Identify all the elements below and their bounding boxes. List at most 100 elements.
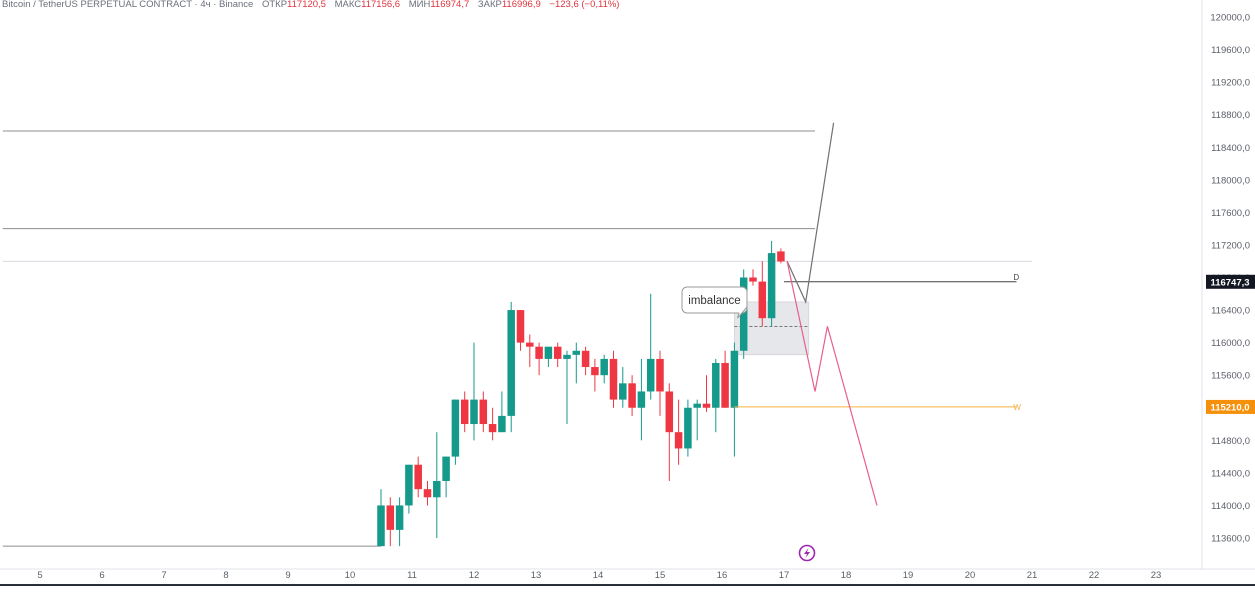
x-tick-label: 11	[407, 570, 417, 581]
x-tick-label: 14	[593, 570, 604, 581]
high-value: 117156,6	[361, 0, 401, 10]
candle-body-down[interactable]	[665, 391, 674, 433]
candle-body-down[interactable]	[553, 346, 562, 359]
y-tick-label: 113600,0	[1211, 534, 1250, 545]
low-label: МИН	[408, 0, 431, 10]
y-tick-label: 114800,0	[1211, 436, 1250, 447]
y-tick-label: 116000,0	[1211, 338, 1250, 349]
y-tick-label: 118800,0	[1211, 110, 1250, 121]
x-tick-label: 20	[965, 570, 976, 581]
open-label: ОТКР	[261, 0, 288, 10]
chart-header: Bitcoin / TetherUS PERPETUAL CONTRACT · …	[2, 0, 619, 10]
candle-body-down[interactable]	[414, 464, 422, 490]
candle-body-up[interactable]	[712, 362, 720, 408]
candle-body-up[interactable]	[377, 505, 385, 547]
candle-body-up[interactable]	[693, 403, 701, 408]
y-tick-label: 117200,0	[1211, 240, 1250, 251]
x-tick-label: 15	[655, 570, 666, 581]
low-value: 116974,7	[430, 0, 470, 10]
candle-body-down[interactable]	[656, 358, 664, 392]
candle-body-down[interactable]	[516, 310, 525, 343]
candle-body-down[interactable]	[526, 342, 534, 347]
candle-body-up[interactable]	[646, 358, 655, 392]
x-tick-label: 19	[903, 570, 914, 581]
candle-body-down[interactable]	[488, 424, 497, 433]
projection-path-bullish[interactable]	[786, 122, 835, 304]
open-value: 117120,5	[287, 0, 326, 10]
candle-body-up[interactable]	[684, 407, 692, 449]
x-tick-label: 5	[37, 570, 42, 581]
candle-body-down[interactable]	[721, 362, 729, 408]
candle-body-up[interactable]	[600, 358, 608, 376]
level-price-tag	[1206, 399, 1255, 414]
candle-body-down[interactable]	[479, 399, 488, 425]
x-tick-label: 9	[285, 570, 290, 581]
candle-body-up[interactable]	[767, 253, 776, 319]
high-label: МАКС	[334, 0, 362, 10]
y-tick-label: 116400,0	[1211, 306, 1250, 317]
candle-body-up[interactable]	[572, 350, 581, 355]
y-tick-label: 118000,0	[1211, 175, 1250, 186]
candle-body-down[interactable]	[777, 251, 785, 262]
x-tick-label: 17	[779, 570, 790, 581]
y-tick-label: 114000,0	[1211, 501, 1250, 512]
candle-body-down[interactable]	[386, 505, 395, 530]
candle-body-down[interactable]	[591, 367, 599, 376]
candle-body-up[interactable]	[442, 456, 450, 482]
candle-body-down[interactable]	[535, 346, 543, 359]
candle-body-down[interactable]	[628, 383, 636, 408]
candle-body-up[interactable]	[637, 391, 646, 408]
symbol-label: Bitcoin / TetherUS PERPETUAL CONTRACT · …	[2, 0, 254, 10]
y-tick-label: 114400,0	[1211, 468, 1250, 479]
candle-body-down[interactable]	[581, 350, 590, 368]
candle-body-down[interactable]	[460, 399, 469, 425]
candle-body-up[interactable]	[544, 346, 553, 359]
y-tick-label: 118400,0	[1211, 143, 1250, 154]
imbalance-callout-text: imbalance	[688, 295, 740, 307]
x-tick-label: 23	[1151, 570, 1162, 581]
x-tick-label: 22	[1089, 570, 1100, 581]
candle-body-down[interactable]	[749, 277, 757, 282]
x-tick-label: 16	[717, 570, 728, 581]
change-value: −123,6 (−0,11%)	[549, 0, 620, 10]
candle-body-down[interactable]	[702, 403, 711, 408]
candle-body-up[interactable]	[470, 399, 478, 425]
imbalance-callout-pointer	[737, 306, 748, 319]
current-price-tag	[1206, 274, 1255, 289]
level-price-tag-text: 115210,0	[1210, 402, 1249, 413]
candle-body-up[interactable]	[433, 481, 441, 498]
y-tick-label: 115600,0	[1211, 371, 1250, 382]
current-price-tag-text: 116747,3	[1210, 277, 1249, 288]
x-tick-label: 13	[531, 570, 542, 581]
candle-body-down[interactable]	[758, 281, 767, 319]
candle-body-down[interactable]	[609, 358, 618, 400]
close-value: 116996,9	[501, 0, 541, 10]
candle-body-down[interactable]	[423, 489, 432, 498]
level-d-label: D	[1013, 273, 1019, 282]
x-tick-label: 21	[1027, 570, 1038, 581]
candle-body-up[interactable]	[563, 354, 571, 359]
candle-body-up[interactable]	[395, 505, 404, 530]
lightning-bolt-icon	[804, 548, 810, 558]
x-tick-label: 7	[161, 570, 166, 581]
y-tick-label: 117600,0	[1211, 208, 1250, 219]
candle-body-up[interactable]	[730, 350, 739, 408]
y-tick-label: 119200,0	[1211, 78, 1250, 89]
y-tick-label: 119600,0	[1211, 45, 1250, 56]
x-tick-label: 18	[841, 570, 852, 581]
y-tick-label: 120000,0	[1210, 13, 1250, 24]
level-w-label: W	[1013, 403, 1021, 412]
candle-body-up[interactable]	[507, 310, 515, 416]
x-tick-label: 12	[469, 570, 480, 581]
projection-path-bearish[interactable]	[786, 261, 878, 506]
candle-body-up[interactable]	[739, 277, 748, 351]
candle-body-down[interactable]	[674, 432, 683, 449]
candle-body-up[interactable]	[619, 383, 627, 400]
candle-body-up[interactable]	[451, 399, 460, 457]
candle-body-up[interactable]	[405, 464, 413, 506]
imbalance-callout[interactable]	[681, 286, 748, 314]
x-tick-label: 6	[99, 570, 104, 581]
candle-body-up[interactable]	[498, 415, 506, 433]
